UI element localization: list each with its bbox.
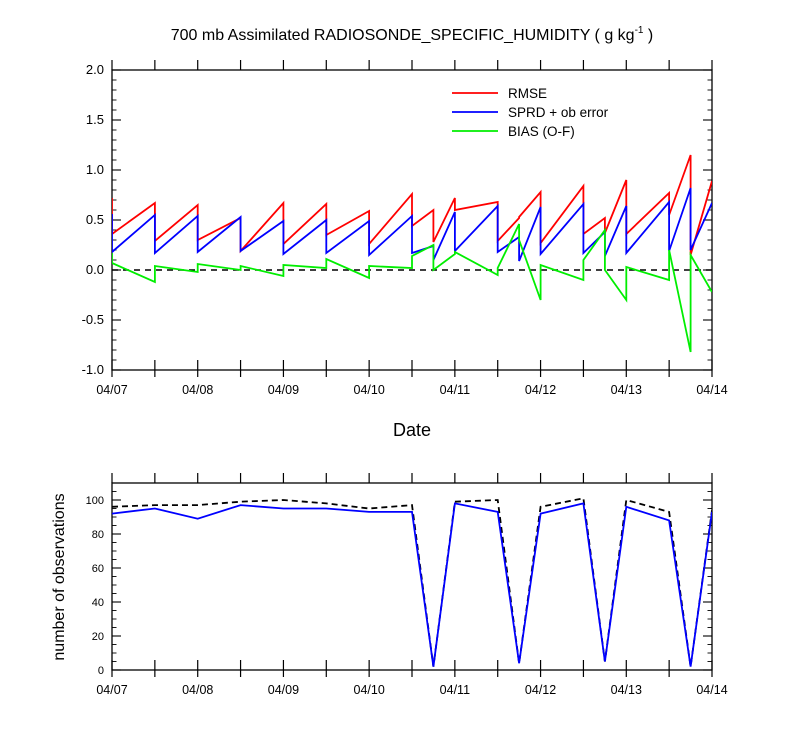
top-xtick-label: 04/07 [96, 383, 127, 397]
bottom-ytick-label: 60 [92, 563, 104, 575]
bottom-xtick-label: 04/09 [268, 683, 299, 697]
top-xtick-label: 04/09 [268, 383, 299, 397]
bottom-ytick-label: 40 [92, 597, 104, 609]
top-xtick-label: 04/12 [525, 383, 556, 397]
bottom-xtick-label: 04/14 [696, 683, 727, 697]
top-series-sprd-ob-error [112, 187, 712, 262]
top-legend-label: RMSE [508, 86, 547, 101]
top-xtick-label: 04/14 [696, 383, 727, 397]
top-xtick-label: 04/11 [440, 383, 470, 397]
bottom-xtick-label: 04/13 [611, 683, 642, 697]
bottom-ytick-label: 20 [92, 631, 104, 643]
bottom-series-possible [112, 497, 712, 667]
bottom-xtick-label: 04/08 [182, 683, 213, 697]
bottom-ytick-label: 100 [86, 495, 104, 507]
bottom-panel: 0 20 40 60 80 100 04/07 04/08 04/09 04/10 04/11 04/… [86, 473, 728, 697]
bottom-ytick-label: 0 [98, 665, 104, 677]
bottom-xtick-label: 04/10 [354, 683, 385, 697]
chart-title-close: ) [643, 27, 653, 44]
bottom-ylabel: number of observations [51, 493, 68, 660]
bottom-ytick-label: 80 [92, 529, 104, 541]
top-xtick-label: 04/10 [354, 383, 385, 397]
top-xtick-label: 04/13 [611, 383, 642, 397]
top-legend-label: SPRD + ob error [508, 105, 609, 120]
top-xlabel: Date [393, 420, 431, 440]
top-ytick-label: -0.5 [82, 312, 104, 327]
top-legend-label: BIAS (O-F) [508, 124, 575, 139]
top-xtick-label: 04/08 [182, 383, 213, 397]
top-panel: -1.0 -0.5 0.0 0.5 1.0 1.5 2.0 04/07 04/08 04/09 04… [82, 60, 728, 397]
bottom-series-used [112, 502, 712, 667]
chart-title: 700 mb Assimilated RADIOSONDE_SPECIFIC_H… [171, 25, 654, 44]
top-ytick-label: 0.5 [86, 212, 104, 227]
bottom-xtick-label: 04/12 [525, 683, 556, 697]
top-ytick-label: 2.0 [86, 62, 104, 77]
bottom-xtick-label: 04/07 [96, 683, 127, 697]
chart-title-text: 700 mb Assimilated RADIOSONDE_SPECIFIC_H… [171, 27, 635, 44]
top-ytick-label: -1.0 [82, 362, 104, 377]
top-ytick-label: 1.0 [86, 162, 104, 177]
bottom-xtick-label: 04/11 [440, 683, 470, 697]
top-ytick-label: 1.5 [86, 112, 104, 127]
top-series-bias-o-f [112, 223, 712, 353]
top-ytick-label: 0.0 [86, 262, 104, 277]
chart-title-superscript: -1 [635, 25, 644, 36]
